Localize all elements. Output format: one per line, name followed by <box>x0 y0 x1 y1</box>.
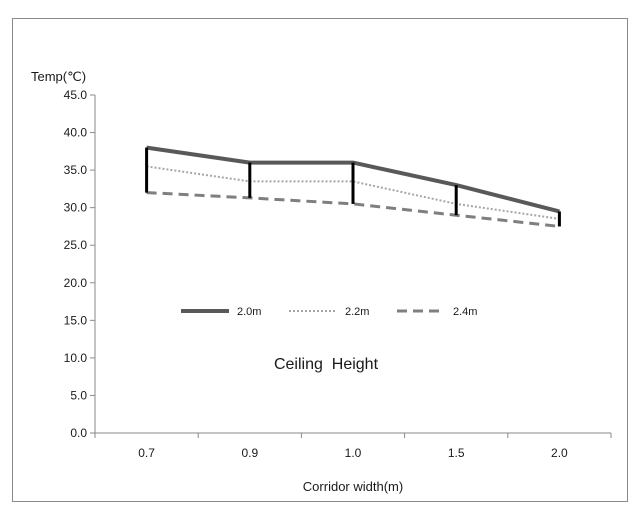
y-axis: 0.0 5.0 10.0 15.0 20.0 25.0 30.0 35.0 40.0 45.0 <box>64 88 96 440</box>
x-tick-label: 1.5 <box>448 446 465 460</box>
line-chart: 0.0 5.0 10.0 15.0 20.0 25.0 30.0 35.0 40.0 45.0 0… <box>31 69 612 494</box>
y-tick-label: 30.0 <box>64 201 88 215</box>
legend-label: 2.2m <box>345 306 369 318</box>
series-line-2-2m <box>146 165 560 220</box>
x-tick-label: 0.9 <box>241 446 258 460</box>
x-axis-title: Corridor width(m) <box>303 479 403 494</box>
legend: 2.0m 2.2m 2.4m <box>181 306 477 318</box>
x-tick-label: 2.0 <box>551 446 568 460</box>
x-tick-label: 0.7 <box>138 446 155 460</box>
y-tick-label: 35.0 <box>64 163 88 177</box>
y-tick-label: 25.0 <box>64 238 88 252</box>
x-tick-label: 1.0 <box>345 446 362 460</box>
y-tick-label: 0.0 <box>70 426 87 440</box>
x-axis: 0.7 0.9 1.0 1.5 2.0 <box>94 432 612 460</box>
y-tick-label: 20.0 <box>64 276 88 290</box>
range-bars <box>145 147 561 227</box>
legend-label: 2.0m <box>237 306 261 318</box>
chart-frame: 0.0 5.0 10.0 15.0 20.0 25.0 30.0 35.0 40.0 45.0 0… <box>12 18 628 502</box>
y-tick-label: 40.0 <box>64 126 88 140</box>
ceiling-height-annotation: Ceiling Height <box>274 356 379 373</box>
series-line-2-4m <box>146 191 560 228</box>
y-axis-title: Temp(℃) <box>31 69 86 84</box>
y-tick-label: 45.0 <box>64 88 88 102</box>
y-tick-label: 10.0 <box>64 351 88 365</box>
legend-label: 2.4m <box>453 306 477 318</box>
y-tick-label: 5.0 <box>70 388 87 402</box>
y-tick-label: 15.0 <box>64 313 88 327</box>
